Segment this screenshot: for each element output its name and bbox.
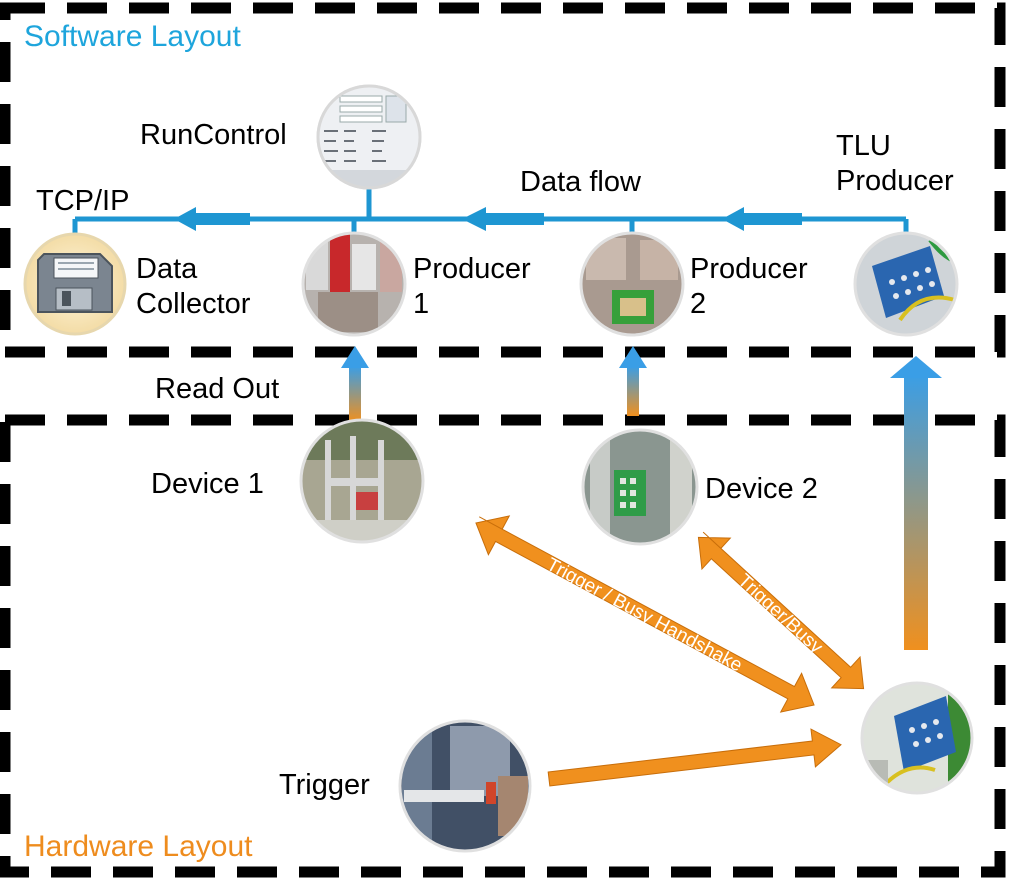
data-bus [72,188,909,236]
tlu-hardware-node [860,681,974,795]
tlu-uplink-arrow [890,356,942,650]
tcp-ip-label: TCP/IP [36,185,129,217]
trigger-busy-arrow: Trigger/Busy [697,531,865,690]
software-layout-title: Software Layout [24,20,241,53]
tlu-producer-label-line2: Producer [836,165,954,197]
readout-arrow-device1 [341,346,369,422]
floppy-disk-icon [37,253,113,313]
read-out-label: Read Out [155,373,279,405]
producer1-label-line2: 1 [413,288,429,320]
tlu-producer-node [853,231,959,337]
handshake-label: Trigger / Busy Handshake [543,554,746,676]
hardware-layout-frame [0,414,1006,878]
device1-node [299,418,425,544]
data-collector-label-line1: Data [136,253,198,285]
trigger-busy-label: Trigger/Busy [733,570,826,658]
data-flow-label: Data flow [520,166,642,198]
run-control-node [316,84,422,190]
trigger-label: Trigger [279,769,370,801]
hardware-layout-title: Hardware Layout [24,830,253,863]
producer1-node [301,231,407,337]
data-collector-node [23,232,127,336]
run-control-label: RunControl [140,119,287,151]
trigger-node [398,719,532,853]
data-flow-arrows [174,207,802,231]
producer1-label-line1: Producer [413,253,531,285]
readout-arrow-device2 [619,346,647,416]
device2-node [581,428,699,546]
software-layout-frame [0,2,1006,358]
data-collector-label-line2: Collector [136,288,251,320]
device1-label: Device 1 [151,468,264,500]
producer2-node [579,231,685,337]
device2-label: Device 2 [705,473,818,505]
producer2-label-line1: Producer [690,253,808,285]
producer2-label-line2: 2 [690,288,706,320]
tlu-producer-label-line1: TLU [836,130,891,162]
trigger-to-tlu-arrow [547,728,842,787]
